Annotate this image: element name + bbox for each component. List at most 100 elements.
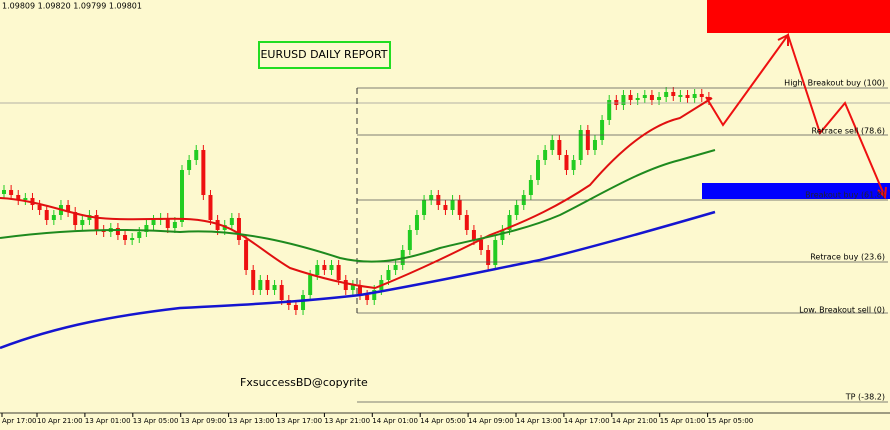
candle-body: [137, 232, 142, 238]
candle-body: [671, 92, 676, 96]
candle-body: [528, 180, 533, 195]
sell-zone: [707, 0, 890, 33]
candle-body: [592, 140, 597, 150]
candle-body: [628, 95, 633, 100]
candle-body: [66, 205, 71, 212]
candle-body: [123, 235, 128, 240]
candle-body: [16, 195, 21, 200]
candle-body: [272, 285, 277, 290]
time-label: 15 Apr 05:00: [708, 417, 754, 425]
time-label: 14 Apr 13:00: [516, 417, 562, 425]
candle-body: [429, 195, 434, 200]
level-label: Breakout buy (61.8): [805, 191, 885, 200]
level-labels: High. Breakout buy (100) Retrace sell (7…: [784, 79, 885, 402]
level-label: High. Breakout buy (100): [784, 79, 885, 88]
watermark: FxsuccessBD@copyrite: [240, 376, 368, 389]
candle-body: [187, 160, 192, 170]
fib-levels: [356, 87, 888, 403]
candle-body: [208, 195, 213, 220]
time-label: 10 Apr 21:00: [37, 417, 83, 425]
candle-body: [215, 220, 220, 230]
arrow-head: [777, 33, 789, 46]
candle-body: [443, 205, 448, 210]
ma-fast: [0, 97, 713, 290]
time-labels: Apr 17:00 10 Apr 21:00 13 Apr 01:00 13 Apr …: [1, 413, 754, 425]
candle-body: [365, 295, 370, 300]
candle-body: [258, 280, 263, 290]
candle-body: [422, 200, 427, 215]
candle-body: [9, 190, 14, 195]
candle-body: [678, 95, 683, 97]
candle-body: [244, 240, 249, 270]
time-label: 14 Apr 21:00: [612, 417, 658, 425]
time-label: 15 Apr 01:00: [660, 417, 706, 425]
level-label: Low. Breakout sell (0): [799, 306, 885, 315]
candle-body: [564, 155, 569, 170]
candle-body: [685, 95, 690, 98]
candle-body: [614, 100, 619, 105]
title-box: [258, 41, 391, 69]
time-label: 14 Apr 09:00: [468, 417, 514, 425]
time-label: Apr 17:00: [2, 417, 37, 425]
time-label: 14 Apr 05:00: [420, 417, 466, 425]
candle-body: [571, 160, 576, 170]
ma-medium: [0, 149, 716, 263]
candle-body: [322, 265, 327, 270]
time-label: 13 Apr 21:00: [324, 417, 370, 425]
candle-body: [336, 265, 341, 280]
candle-body: [692, 94, 697, 98]
buy-zone: [702, 183, 890, 199]
candle-body: [699, 94, 704, 97]
title: EURUSD DAILY REPORT: [260, 48, 387, 61]
level-label: Retrace sell (78.6): [812, 127, 885, 136]
candle-body: [393, 265, 398, 270]
candle-body: [386, 270, 391, 280]
time-label: 14 Apr 17:00: [564, 417, 610, 425]
candles: [2, 87, 711, 315]
candle-body: [151, 220, 156, 225]
candle-body: [407, 230, 412, 250]
candle-body: [514, 205, 519, 215]
arrow-head: [877, 186, 887, 200]
candle-body: [642, 95, 647, 98]
ma-slow: [0, 210, 716, 350]
candle-body: [115, 228, 120, 235]
candle-body: [329, 265, 334, 270]
candle-body: [621, 95, 626, 105]
time-label: 13 Apr 09:00: [181, 417, 227, 425]
candle-body: [229, 218, 234, 225]
candle-body: [543, 150, 548, 160]
candle-body: [457, 200, 462, 215]
candle-body: [486, 250, 491, 265]
candle-body: [557, 140, 562, 155]
candle-body: [450, 200, 455, 210]
candle-body: [51, 215, 56, 220]
quote: 1.09809 1.09820 1.09799 1.09801: [2, 2, 142, 11]
candle-body: [23, 198, 28, 200]
candle-body: [293, 305, 298, 310]
candle-body: [301, 295, 306, 310]
candle-body: [308, 275, 313, 295]
candle-body: [172, 222, 177, 228]
candle-body: [144, 225, 149, 232]
candle-body: [585, 130, 590, 150]
candle-body: [578, 130, 583, 160]
candle-body: [536, 160, 540, 180]
candle-body: [464, 215, 469, 230]
candle-body: [44, 210, 49, 220]
time-label: 13 Apr 01:00: [85, 417, 131, 425]
time-label: 13 Apr 05:00: [133, 417, 179, 425]
candle-body: [279, 285, 284, 300]
candle-body: [343, 280, 348, 290]
candle-body: [315, 265, 320, 275]
candle-body: [201, 150, 206, 195]
level-label: Retrace buy (23.6): [810, 253, 885, 262]
forecast-arrows: [705, 32, 887, 200]
time-label: 13 Apr 13:00: [229, 417, 275, 425]
candle-body: [607, 100, 612, 120]
candle-body: [600, 120, 605, 140]
candle-body: [657, 97, 662, 100]
candle-body: [80, 220, 85, 225]
candle-body: [130, 238, 135, 240]
